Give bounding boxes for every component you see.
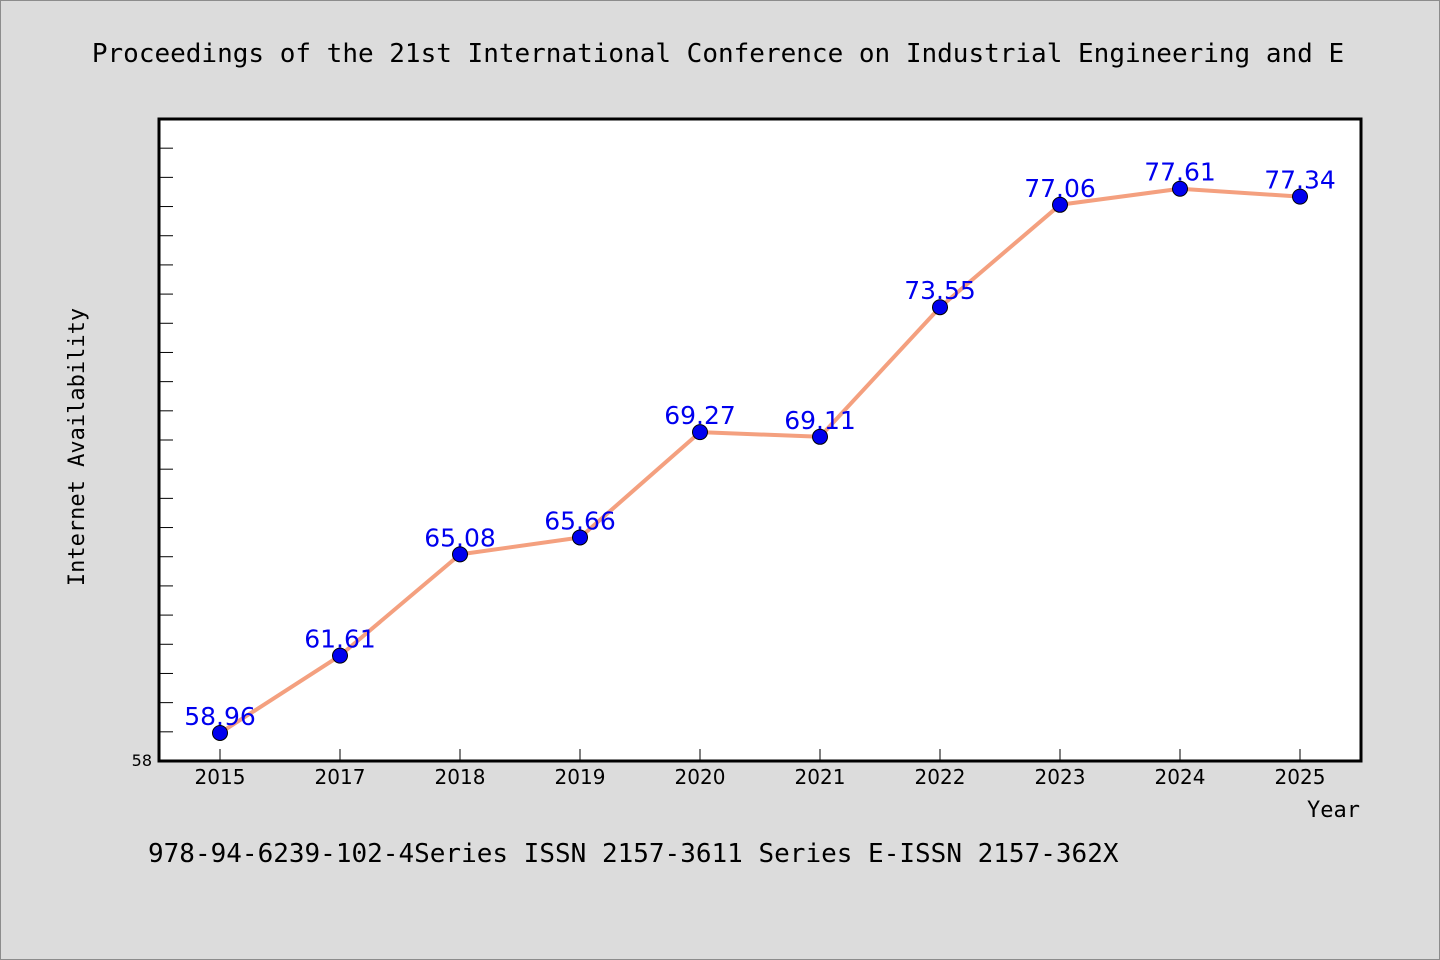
footer-text: 978-94-6239-102-4Series ISSN 2157-3611 S… xyxy=(148,839,1119,869)
y-axis-label: Internet Availability xyxy=(65,308,90,586)
data-label: 77.06 xyxy=(1024,174,1096,203)
y-axis-ticks xyxy=(159,147,173,762)
x-tick-label: 2025 xyxy=(1275,765,1326,789)
x-tick-label: 2022 xyxy=(915,765,966,789)
data-labels: 58.96 61.61 65.08 65.66 69.27 69.11 73.55 77.06… xyxy=(184,158,1336,731)
x-tick-label: 2015 xyxy=(195,765,246,789)
data-label: 58.96 xyxy=(184,702,256,731)
data-point xyxy=(1052,196,1068,213)
data-label: 69.27 xyxy=(664,401,736,430)
data-point xyxy=(572,529,588,546)
data-point xyxy=(1172,180,1188,197)
x-tick-label: 2019 xyxy=(555,765,606,789)
plot-area xyxy=(157,117,1363,763)
data-label: 69.11 xyxy=(784,406,856,435)
series-line xyxy=(218,186,1302,735)
data-point xyxy=(932,299,948,316)
x-tick-label: 2021 xyxy=(795,765,846,789)
x-axis-ticks xyxy=(219,749,1301,761)
x-tick-label: 2023 xyxy=(1035,765,1086,789)
x-axis-label: Year xyxy=(1307,798,1360,823)
chart-title: Proceedings of the 21st International Co… xyxy=(92,39,1344,69)
data-point xyxy=(692,424,708,441)
data-label: 77.34 xyxy=(1264,166,1336,195)
data-label: 65.66 xyxy=(544,506,616,535)
data-label: 77.61 xyxy=(1144,158,1216,187)
x-tick-label: 2024 xyxy=(1155,765,1206,789)
data-point xyxy=(1292,188,1308,205)
data-point xyxy=(332,647,348,664)
data-points xyxy=(212,180,1308,741)
series-line-group xyxy=(218,186,1302,735)
data-point xyxy=(452,546,468,563)
data-label: 61.61 xyxy=(304,625,376,654)
data-label: 65.08 xyxy=(424,523,496,552)
x-tick-label: 2017 xyxy=(315,765,366,789)
x-tick-label: 2018 xyxy=(435,765,486,789)
data-label: 73.55 xyxy=(904,276,976,305)
x-tick-label: 2020 xyxy=(675,765,726,789)
data-point xyxy=(212,724,228,741)
x-tick-labels: 2015 2017 2018 2019 2020 2021 2022 2023 2024 2025 xyxy=(195,765,1326,789)
y-tick-label: 58 xyxy=(132,751,152,770)
data-point xyxy=(812,428,828,445)
